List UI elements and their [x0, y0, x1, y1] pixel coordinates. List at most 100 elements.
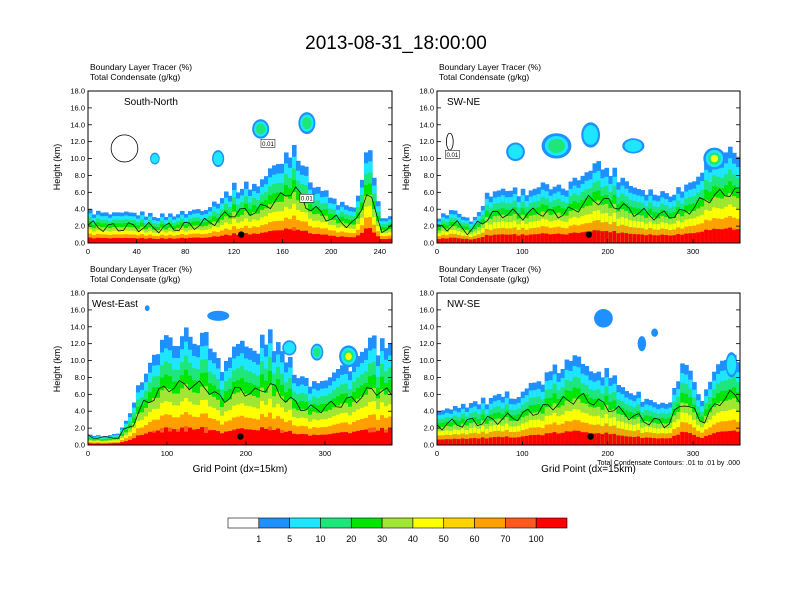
field-cell: [356, 235, 361, 243]
contour-label-box: [445, 150, 460, 159]
y-tick-label: 4.0: [424, 205, 434, 214]
field-cell: [464, 238, 470, 243]
field-cell: [440, 238, 446, 243]
tracer-field: [88, 305, 392, 445]
field-cell: [144, 433, 149, 445]
y-tick-label: 0.0: [75, 239, 85, 248]
field-cell: [128, 238, 133, 243]
field-cell: [232, 430, 237, 445]
field-cell: [596, 433, 602, 445]
field-cell: [528, 435, 534, 445]
field-cell: [260, 232, 265, 243]
cloud-patch: [624, 139, 642, 152]
field-cell: [620, 435, 625, 445]
field-cell: [688, 433, 693, 445]
field-cell: [308, 435, 313, 445]
field-cell: [437, 439, 442, 445]
field-cell: [500, 234, 506, 243]
plot-frame: [87, 292, 393, 446]
field-cell: [196, 237, 201, 243]
field-cell: [580, 232, 586, 243]
field-cell: [592, 230, 598, 243]
field-cell: [284, 431, 289, 445]
field-cell: [300, 231, 305, 243]
colorbar-swatch: [258, 517, 290, 529]
field-cell: [304, 230, 309, 243]
location-marker: [238, 231, 245, 238]
field-cell: [164, 427, 169, 445]
field-cell: [188, 427, 193, 445]
field-cell: [492, 437, 498, 445]
field-cell: [332, 235, 337, 243]
field-cell: [616, 435, 621, 445]
field-cell: [124, 237, 129, 243]
field-cell: [112, 443, 117, 445]
field-cell: [656, 438, 661, 445]
field-cell: [368, 432, 373, 445]
field-cell: [288, 229, 293, 243]
field-cell: [696, 436, 701, 445]
panel-south-north: 0.01 0.01 0.0 2.0 4.0 6.0 8.0 10.0 12.0 14.0 16.0 1…: [52, 62, 393, 256]
field-cell: [437, 239, 442, 243]
field-cell: [636, 234, 641, 243]
field-cell: [468, 239, 474, 243]
field-cell: [532, 234, 538, 243]
field-cell: [548, 433, 554, 445]
y-tick-label: 12.0: [419, 339, 434, 348]
field-cell: [448, 439, 454, 445]
panel-subtitle: Total Condensate (g/kg): [90, 274, 180, 284]
y-tick-label: 4.0: [75, 205, 85, 214]
field-cell: [372, 232, 377, 243]
field-cell: [600, 434, 606, 445]
y-tick-label: 14.0: [419, 120, 434, 129]
y-tick-label: 10.0: [419, 356, 434, 365]
y-tick-label: 6.0: [424, 188, 434, 197]
y-axis-label: Height (km): [52, 346, 62, 393]
condensate-contour: [445, 132, 454, 151]
field-cell: [700, 231, 705, 243]
field-cell: [328, 434, 333, 445]
cloud-patch: [313, 347, 321, 357]
field-cell: [312, 234, 317, 243]
field-cell: [452, 237, 458, 243]
field-cell: [716, 229, 721, 243]
field-cell: [252, 429, 257, 445]
field-cell: [652, 438, 657, 445]
field-cell: [380, 427, 385, 445]
field-cell: [200, 427, 205, 445]
field-cell: [180, 237, 185, 243]
colorbar-label: 10: [315, 534, 325, 544]
y-tick-label: 18.0: [70, 87, 85, 96]
y-axis-label: Height (km): [401, 346, 411, 393]
field-cell: [220, 433, 225, 445]
cloud-patch: [144, 305, 150, 312]
field-cell: [364, 429, 369, 445]
field-cell: [384, 239, 389, 243]
field-cell: [524, 235, 530, 243]
field-cell: [168, 238, 173, 243]
field-cell: [152, 238, 157, 243]
field-cell: [624, 436, 629, 445]
field-cell: [652, 235, 657, 243]
y-axis-label: Height (km): [401, 144, 411, 191]
colorbar-swatch: [350, 517, 383, 529]
colorbar-swatch: [289, 517, 321, 529]
field-cell: [188, 237, 193, 243]
field-cell: [124, 441, 129, 445]
x-tick-label: 80: [181, 247, 189, 256]
contour-label-box: [299, 193, 315, 203]
field-cell: [456, 238, 462, 243]
field-cell: [684, 432, 689, 445]
x-tick-label: 0: [435, 449, 439, 458]
field-cell: [88, 443, 93, 445]
field-cell: [684, 233, 689, 243]
panel-label: West-East: [92, 299, 138, 310]
colorbar-label: 50: [439, 534, 449, 544]
x-tick-label: 300: [687, 247, 700, 256]
field-cell: [704, 229, 709, 243]
field-cell: [476, 238, 482, 243]
field-cell: [716, 432, 721, 445]
field-cell: [376, 236, 381, 243]
colorbar-swatch: [535, 517, 568, 529]
